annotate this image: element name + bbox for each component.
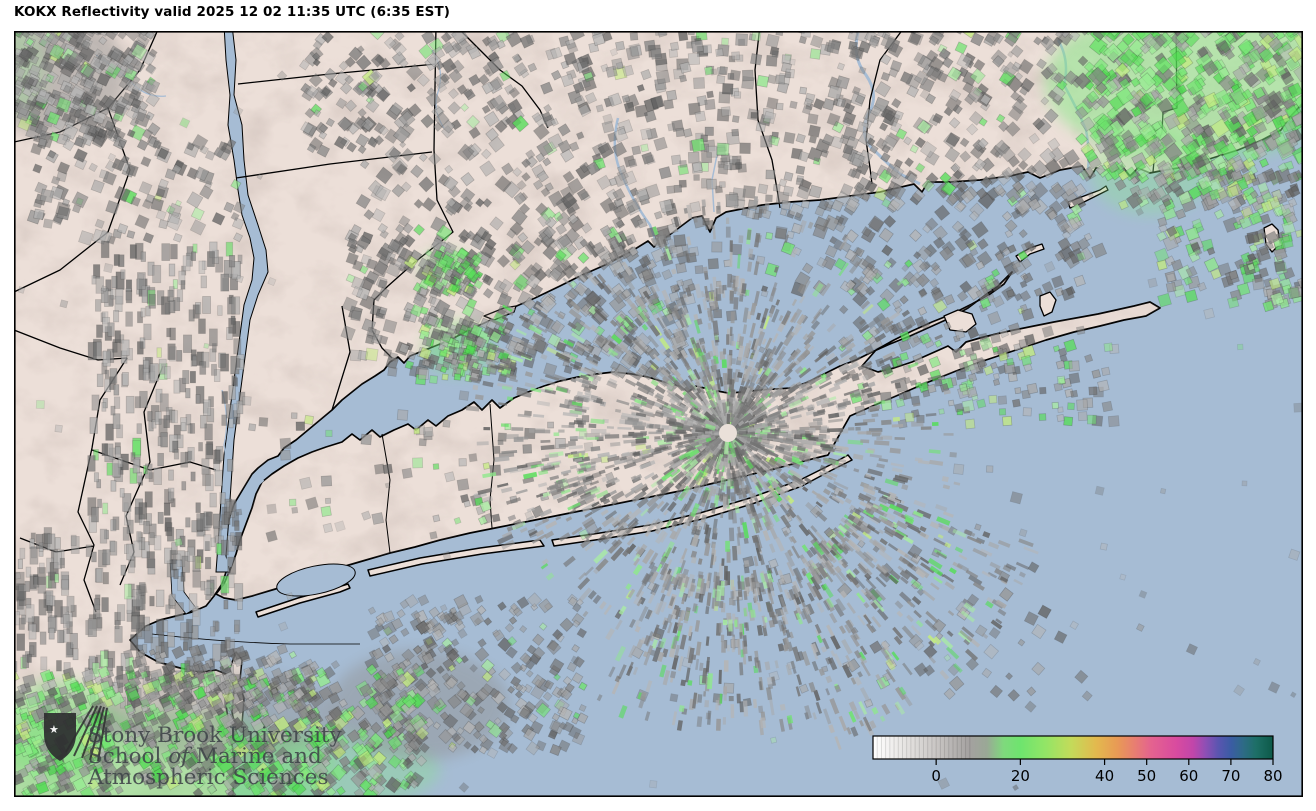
colorbar-ticks	[935, 759, 1274, 765]
sbu-logo-line3: Atmospheric Sciences	[87, 765, 329, 790]
nj-county-line-1	[77, 357, 128, 613]
sbu-logo-line2: School of Marine and	[88, 744, 322, 769]
radar-site-hole	[719, 424, 737, 442]
colorbar-label-80: 80	[1263, 767, 1282, 785]
queens-nassau-line	[381, 433, 391, 554]
radar-map: ★ Stony Brook University School of Marin…	[14, 31, 1303, 797]
sbu-logo: ★ Stony Brook University School of Marin…	[44, 705, 343, 790]
colorbar-label-40: 40	[1095, 767, 1114, 785]
page-title: KOKX Reflectivity valid 2025 12 02 11:35…	[14, 4, 451, 20]
gardiners-island	[1039, 291, 1057, 317]
map-frame-border	[14, 31, 1303, 797]
nassau-suffolk-line	[489, 403, 495, 529]
colorbar-label-50: 50	[1137, 767, 1156, 785]
sbu-shield-rays	[65, 705, 108, 762]
colorbar-label-0: 0	[931, 767, 941, 785]
radar-map-canvas: ★ Stony Brook University School of Marin…	[14, 31, 1303, 797]
colorbar-label-20: 20	[1011, 767, 1030, 785]
colorbar-tick-labels: 0 20 40 50 60 70 80	[931, 767, 1282, 785]
jamaica-bay	[276, 563, 356, 597]
sbu-logo-line1: Stony Brook University	[88, 723, 343, 748]
reflectivity-colorbar: 0 20 40 50 60 70 80	[872, 735, 1283, 785]
radar-echo-layer	[14, 31, 1303, 797]
colorbar-label-60: 60	[1179, 767, 1198, 785]
jones-beach-barrier	[367, 539, 545, 577]
sbu-shield-star: ★	[49, 723, 59, 736]
colorbar-label-70: 70	[1221, 767, 1240, 785]
colorbar-bin-lines	[876, 736, 971, 759]
ct-county-line-1	[461, 31, 549, 129]
colorbar-gradient	[872, 735, 1274, 760]
westchester-line	[331, 305, 351, 411]
